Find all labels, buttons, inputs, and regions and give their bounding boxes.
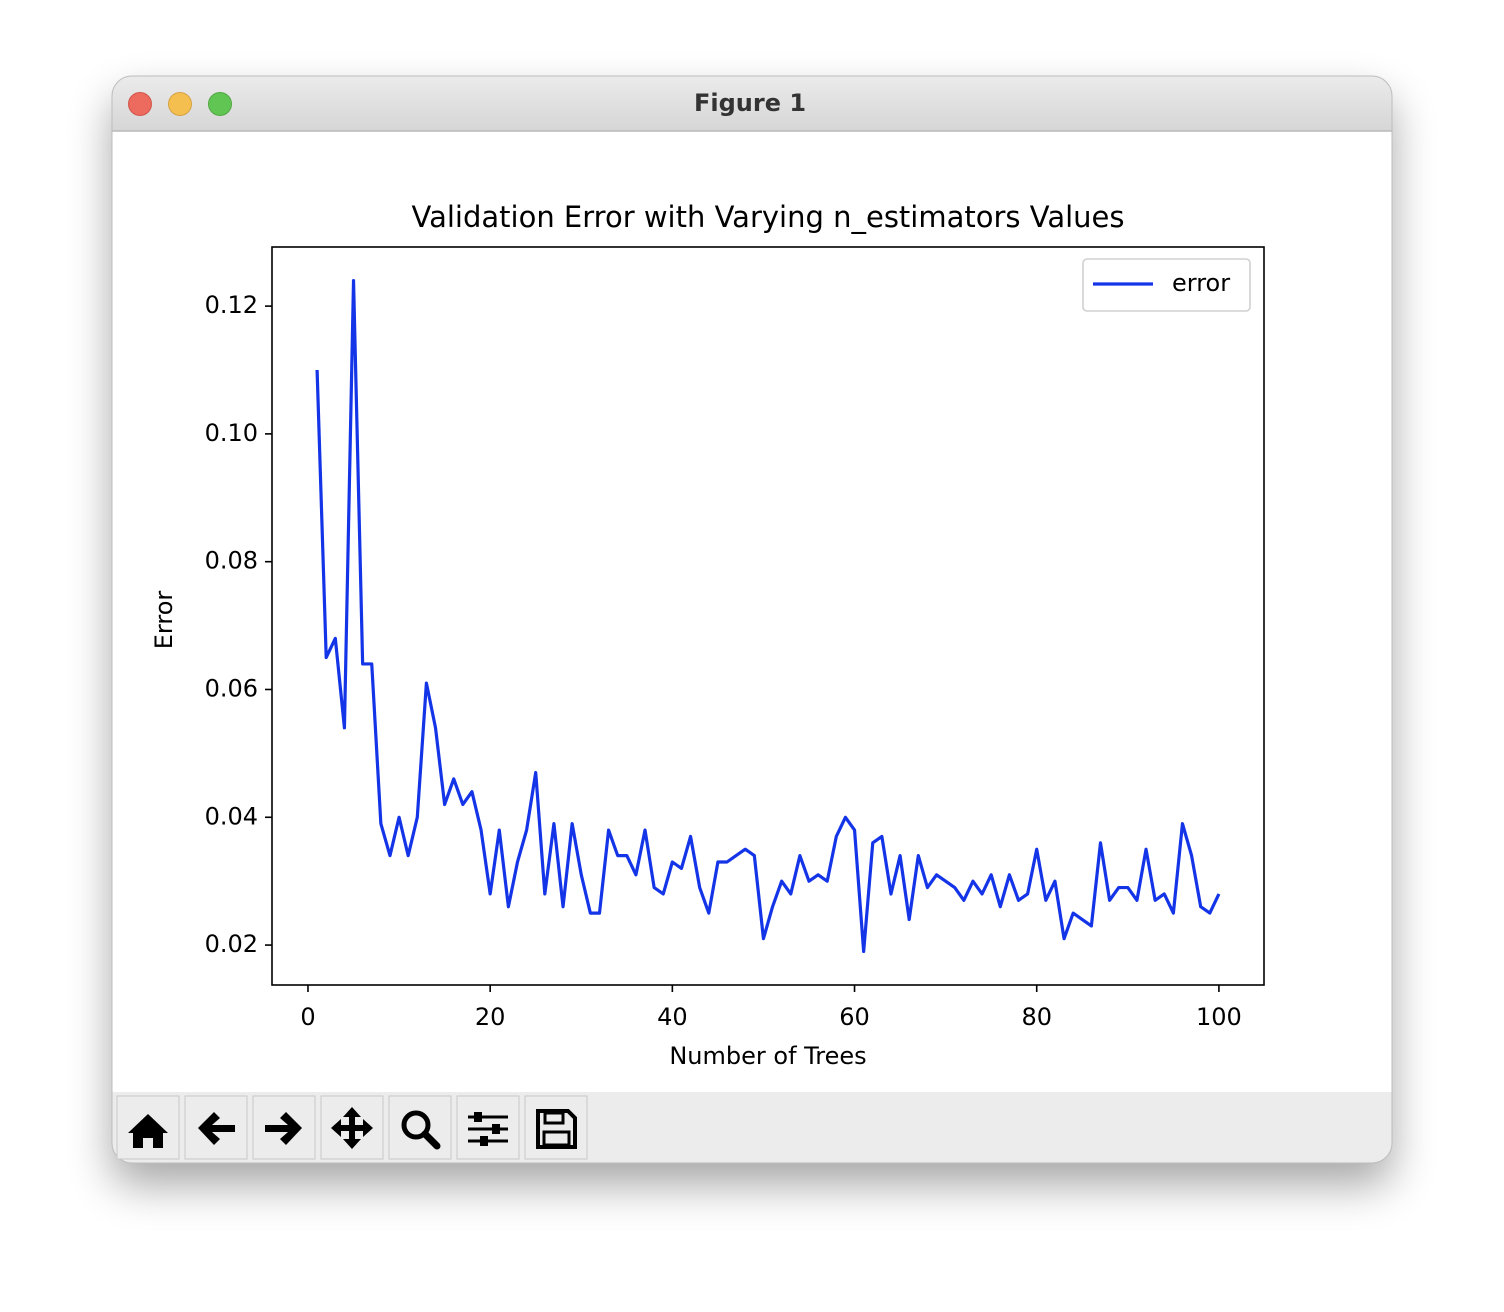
y-tick-label: 0.12 xyxy=(205,291,258,319)
pan-button[interactable] xyxy=(320,1095,384,1160)
y-axis-label: Error xyxy=(150,591,178,650)
home-button[interactable] xyxy=(116,1095,180,1160)
chart: Validation Error with Varying n_estimato… xyxy=(150,200,1265,1070)
x-tick-label: 20 xyxy=(475,1003,506,1031)
y-tick-label: 0.08 xyxy=(205,547,258,575)
legend-box xyxy=(1082,258,1251,312)
save-button[interactable] xyxy=(524,1095,588,1160)
x-tick-label: 60 xyxy=(839,1003,870,1031)
close-button[interactable] xyxy=(128,92,152,116)
back-button[interactable] xyxy=(184,1095,248,1160)
forward-button[interactable] xyxy=(252,1095,316,1160)
y-tick-label: 0.02 xyxy=(205,930,258,958)
window: Figure 1 xyxy=(111,75,1393,1164)
plot-frame xyxy=(271,246,1265,986)
x-tick-label: 80 xyxy=(1021,1003,1052,1031)
zoom-button[interactable] xyxy=(208,92,232,116)
toolbar-buttons xyxy=(116,1095,588,1160)
y-tick-label: 0.04 xyxy=(205,802,258,830)
zoom-tool-button[interactable] xyxy=(388,1095,452,1160)
data-line xyxy=(315,278,1221,954)
x-tick-label: 100 xyxy=(1196,1003,1242,1031)
title-bar xyxy=(112,76,1392,131)
configure-button[interactable] xyxy=(456,1095,520,1160)
window-title: Figure 1 xyxy=(694,89,806,117)
x-axis-label: Number of Trees xyxy=(669,1042,866,1070)
x-tick-label: 40 xyxy=(657,1003,688,1031)
y-tick-label: 0.06 xyxy=(205,674,258,702)
chart-title: Validation Error with Varying n_estimato… xyxy=(412,200,1125,234)
x-tick-label: 0 xyxy=(300,1003,315,1031)
y-tick-label: 0.10 xyxy=(205,419,258,447)
legend-label: error xyxy=(1172,269,1230,297)
minimize-button[interactable] xyxy=(168,92,192,116)
window-frame xyxy=(112,76,1392,1163)
